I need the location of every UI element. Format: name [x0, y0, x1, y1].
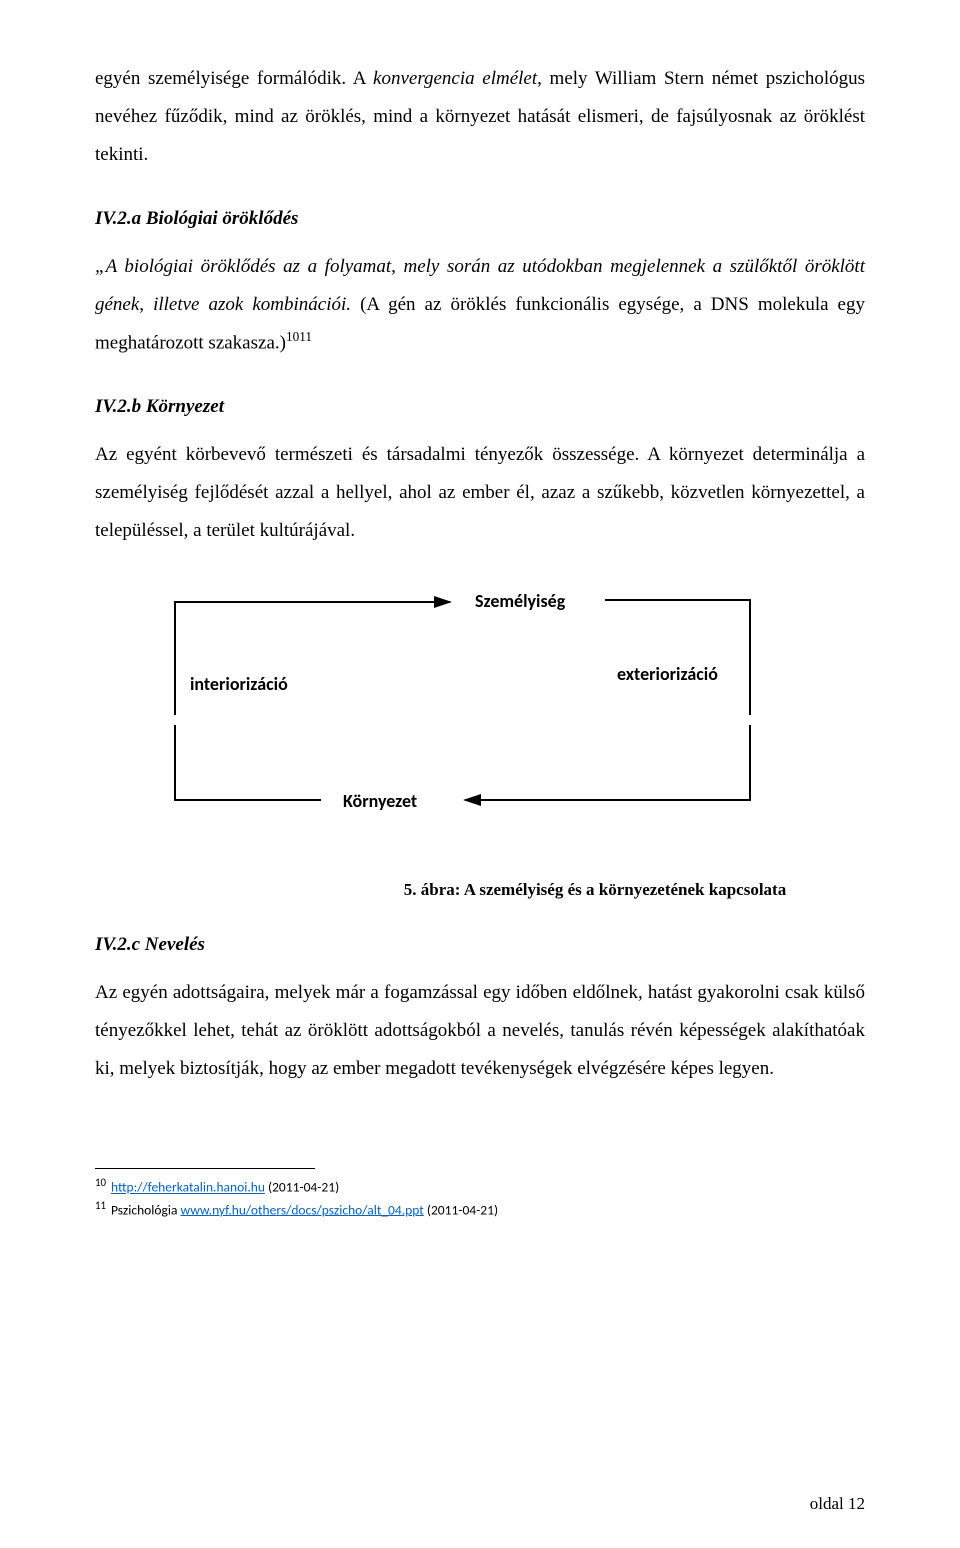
footnote-separator: [95, 1168, 315, 1169]
footnote-11-post: (2011-04-21): [424, 1201, 498, 1218]
diagram-svg: [95, 580, 865, 860]
figure-caption: 5. ábra: A személyiség és a környezeténe…: [325, 880, 865, 900]
footnote-11-num: 11: [95, 1199, 106, 1212]
diagram-label-top: Személyiség: [475, 590, 565, 612]
paragraph-iv2c: Az egyén adottságaira, melyek már a foga…: [95, 974, 865, 1088]
para2-footnote-ref: 1011: [286, 329, 312, 344]
figure-diagram: Személyiség interiorizáció exteriorizáci…: [95, 580, 865, 860]
para1-part-a: egyén személyisége formálódik. A: [95, 68, 373, 89]
diagram-label-right: exteriorizáció: [617, 663, 718, 685]
para1-term: konvergencia elmélet: [373, 68, 537, 89]
paragraph-iv2b: Az egyént körbevevő természeti és társad…: [95, 436, 865, 550]
heading-iv2b: IV.2.b Környezet: [95, 396, 865, 418]
footnote-11-pre: Pszichológia: [108, 1201, 181, 1218]
footnote-10-post: (2011-04-21): [265, 1179, 339, 1196]
diagram-label-left: interiorizáció: [190, 673, 288, 695]
footnote-11: 11 Pszichológia www.nyf.hu/others/docs/p…: [95, 1198, 865, 1220]
paragraph-intro: egyén személyisége formálódik. A konverg…: [95, 60, 865, 174]
page-number: oldal 12: [810, 1494, 865, 1514]
document-page: egyén személyisége formálódik. A konverg…: [0, 0, 960, 1548]
diagram-label-bottom: Környezet: [343, 790, 417, 812]
footnote-11-link[interactable]: www.nyf.hu/others/docs/pszicho/alt_04.pp…: [180, 1201, 423, 1218]
footnote-10: 10 http://feherkatalin.hanoi.hu (2011-04…: [95, 1175, 865, 1197]
footnote-10-link[interactable]: http://feherkatalin.hanoi.hu: [111, 1179, 265, 1196]
heading-iv2c: IV.2.c Nevelés: [95, 934, 865, 956]
footnote-10-num: 10: [95, 1176, 106, 1189]
heading-iv2a: IV.2.a Biológiai öröklődés: [95, 208, 865, 230]
paragraph-iv2a: „A biológiai öröklődés az a folyamat, me…: [95, 248, 865, 362]
